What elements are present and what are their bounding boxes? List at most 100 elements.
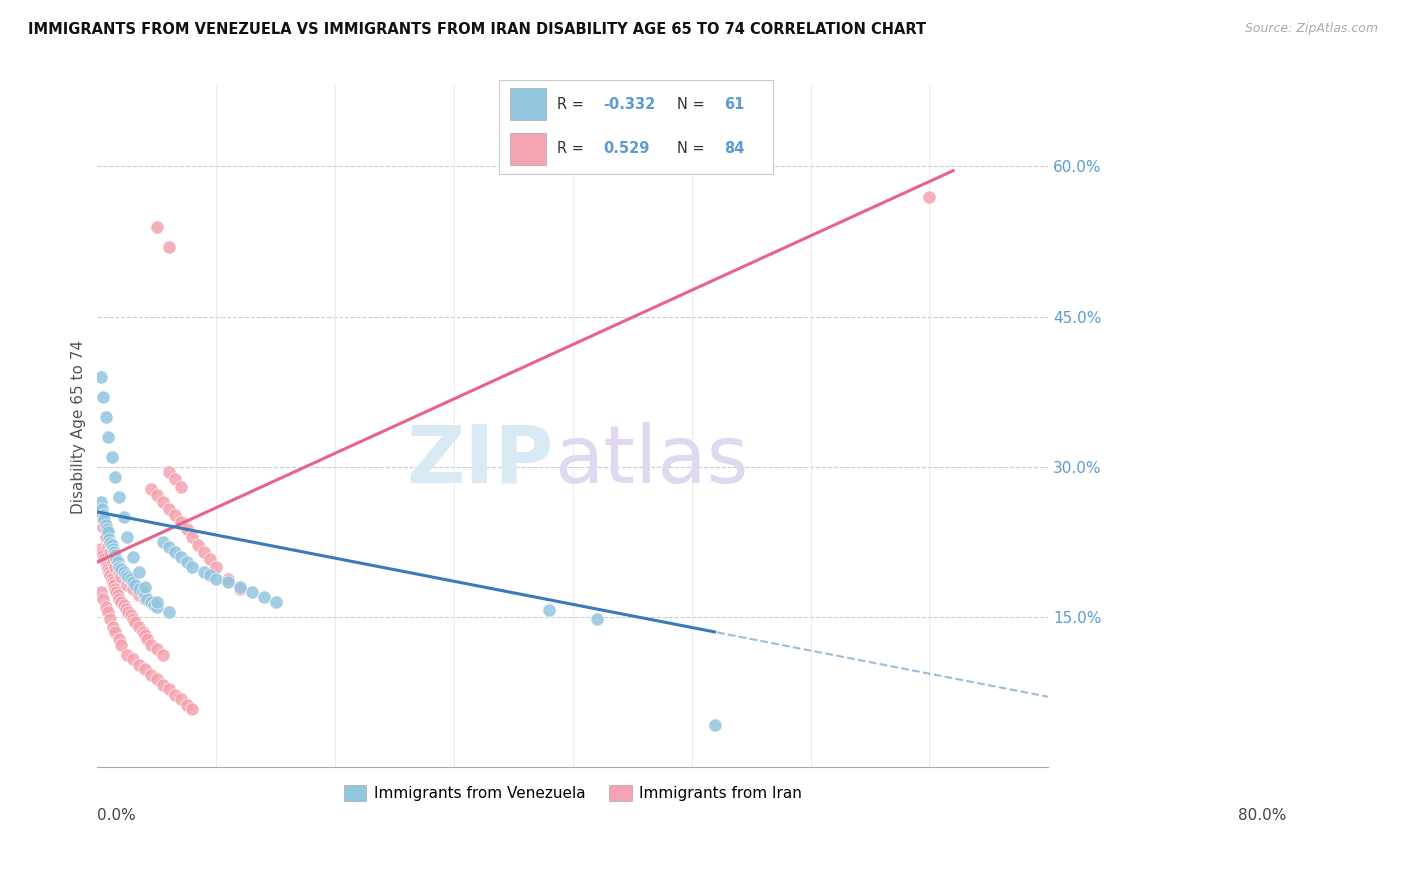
Point (264, 595, 287, 609)
Point (115, 568, 138, 582)
Point (217, 574, 239, 589)
Point (122, 652, 145, 666)
Point (97, 430, 120, 444)
Point (112, 598, 135, 612)
Point (90, 510, 112, 524)
Point (139, 638, 162, 652)
Point (90, 541, 112, 556)
Point (152, 535, 174, 549)
Point (120, 572, 142, 586)
FancyBboxPatch shape (510, 87, 546, 120)
Point (97, 605, 120, 619)
Point (107, 632, 129, 646)
Point (136, 632, 159, 646)
Point (157, 465, 180, 479)
Point (176, 698, 198, 713)
Point (97, 540, 120, 554)
Point (157, 682, 180, 697)
Point (94, 555, 117, 569)
FancyBboxPatch shape (510, 133, 546, 164)
Point (90, 495, 112, 509)
Point (115, 578, 138, 592)
Point (93, 512, 115, 526)
Point (101, 574, 124, 589)
Point (94, 518, 117, 533)
Text: ZIP: ZIP (406, 422, 554, 500)
Text: atlas: atlas (554, 422, 748, 500)
Text: 84: 84 (724, 141, 744, 156)
Point (115, 602, 138, 616)
Point (94, 530, 117, 544)
Point (107, 490, 129, 504)
Point (104, 582, 127, 596)
Point (103, 578, 125, 592)
Point (538, 603, 561, 617)
Point (139, 482, 162, 496)
Point (139, 595, 162, 609)
Text: IMMIGRANTS FROM VENEZUELA VS IMMIGRANTS FROM IRAN DISABILITY AGE 65 TO 74 CORREL: IMMIGRANTS FROM VENEZUELA VS IMMIGRANTS … (28, 22, 927, 37)
Text: Source: ZipAtlas.com: Source: ZipAtlas.com (1244, 22, 1378, 36)
Point (105, 585, 128, 599)
Point (193, 545, 215, 559)
Point (134, 588, 156, 602)
Point (107, 565, 129, 579)
Point (100, 572, 122, 586)
Point (91, 520, 114, 534)
Point (122, 549, 145, 564)
Point (152, 678, 174, 692)
Point (205, 572, 228, 586)
Point (152, 648, 174, 662)
Point (110, 570, 132, 584)
Point (97, 524, 120, 539)
Point (115, 648, 138, 662)
Point (157, 540, 180, 554)
Point (585, 612, 607, 626)
Point (101, 541, 124, 556)
Text: 61: 61 (724, 97, 744, 112)
Point (97, 562, 120, 576)
Point (117, 570, 139, 584)
Point (200, 568, 222, 582)
Point (90, 369, 112, 384)
Point (112, 565, 135, 579)
Point (110, 595, 132, 609)
Point (205, 560, 228, 574)
Point (139, 668, 162, 682)
Point (112, 510, 135, 524)
Text: R =: R = (557, 97, 583, 112)
Point (146, 595, 169, 609)
Point (217, 572, 239, 586)
Point (163, 688, 186, 702)
Point (146, 600, 169, 615)
Point (163, 508, 186, 522)
Point (105, 552, 128, 566)
Point (146, 642, 169, 657)
Point (169, 549, 191, 564)
Point (128, 658, 150, 673)
Point (91, 508, 114, 522)
Point (98, 565, 121, 579)
Point (146, 488, 169, 502)
Point (128, 620, 150, 634)
Point (169, 692, 191, 706)
Point (146, 672, 169, 686)
Point (176, 555, 198, 569)
Point (128, 565, 150, 579)
Point (103, 545, 125, 559)
Point (101, 555, 124, 569)
Point (134, 628, 156, 642)
Point (169, 515, 191, 529)
Point (131, 625, 153, 640)
Point (163, 545, 186, 559)
Point (91, 502, 114, 516)
Point (918, 189, 941, 203)
Point (200, 552, 222, 566)
Text: R =: R = (557, 141, 583, 156)
Point (163, 472, 186, 486)
Point (104, 625, 127, 640)
Point (110, 638, 132, 652)
Point (157, 239, 180, 253)
Point (181, 560, 204, 574)
Point (104, 548, 127, 562)
Point (107, 560, 129, 574)
